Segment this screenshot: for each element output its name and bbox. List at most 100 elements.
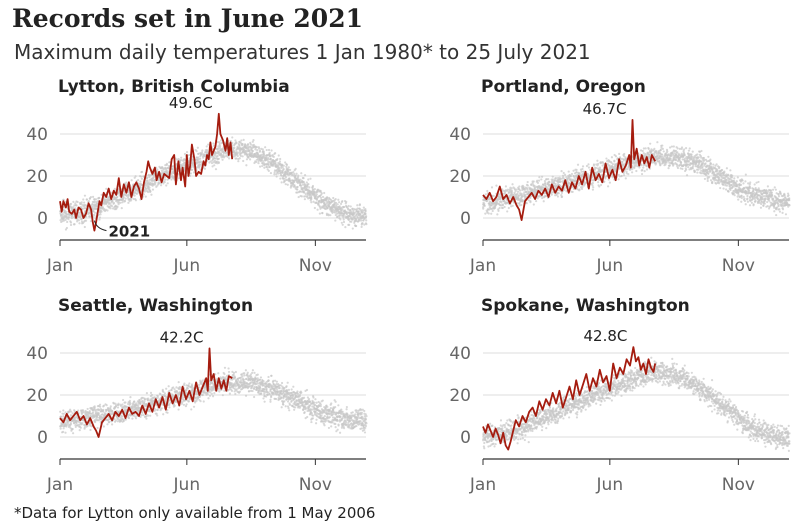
history-dot [672, 145, 675, 148]
history-dot [97, 196, 101, 200]
history-dot [613, 160, 616, 163]
history-dot [522, 185, 525, 188]
history-dot [121, 398, 125, 402]
history-dot [106, 423, 109, 426]
history-dot [341, 223, 344, 226]
history-dot [687, 165, 690, 169]
history-dot [544, 178, 548, 181]
history-dot [247, 143, 250, 146]
history-dot [69, 423, 73, 426]
history-dot [707, 172, 710, 175]
history-dot [321, 195, 325, 199]
history-dot [779, 192, 782, 195]
history-dot [753, 183, 756, 186]
history-dot [757, 180, 760, 184]
history-dot [241, 155, 244, 158]
history-dot [75, 208, 78, 211]
history-dot [65, 210, 68, 213]
history-dot [490, 186, 494, 189]
history-dot [554, 182, 557, 186]
history-dot [765, 192, 769, 195]
history-dot [80, 201, 83, 204]
chart-subtitle: Maximum daily temperatures 1 Jan 1980* t… [14, 40, 591, 64]
panel-title: Lytton, British Columbia [58, 77, 290, 97]
history-dot [149, 190, 152, 193]
history-dot [262, 150, 265, 153]
history-dot [261, 148, 264, 151]
history-dot [342, 205, 346, 209]
history-dot [682, 148, 686, 151]
history-dot [364, 212, 367, 215]
history-dot [279, 157, 282, 161]
history-dot [148, 186, 151, 189]
history-dot [661, 147, 664, 150]
history-dot [78, 429, 81, 432]
history-dot [683, 154, 686, 157]
history-dot [323, 191, 326, 195]
history-dot [357, 210, 360, 213]
history-dot [286, 183, 289, 186]
x-tick-label: Jan [469, 256, 496, 276]
history-dot [310, 201, 313, 204]
history-dot [365, 219, 368, 222]
history-dot [718, 166, 721, 169]
history-dot [116, 205, 119, 208]
history-dot [282, 167, 285, 171]
history-dot [93, 420, 96, 423]
history-dot [100, 210, 103, 213]
history-dot [659, 148, 662, 152]
history-dot [275, 158, 279, 162]
history-dot [111, 207, 115, 210]
history-dot [668, 164, 671, 167]
x-tick-label: Nov [722, 256, 755, 276]
history-dot [551, 175, 554, 178]
history-dot [550, 193, 553, 196]
history-dot [255, 146, 259, 149]
history-dot [361, 222, 364, 225]
history-dot [645, 165, 649, 168]
history-dot [347, 204, 350, 208]
history-dot [561, 174, 565, 177]
history-dot [697, 168, 700, 171]
history-dot [81, 207, 84, 210]
history-dot [356, 204, 359, 207]
history-dot [82, 198, 85, 201]
history-dot [105, 404, 108, 407]
history-dot [611, 163, 614, 166]
history-dot [483, 202, 486, 205]
history-dot [83, 427, 86, 430]
history-dot [540, 178, 543, 181]
history-dot [337, 198, 340, 201]
history-dot [530, 188, 534, 191]
history-dot [274, 161, 277, 164]
history-dot [247, 156, 250, 159]
history-dot [295, 186, 299, 189]
history-dot [128, 399, 131, 402]
history-dot [316, 208, 319, 211]
history-dot [532, 180, 535, 183]
history-dot [64, 431, 67, 434]
history-dot [787, 194, 790, 197]
history-dot [661, 153, 664, 156]
history-dot [662, 150, 665, 153]
history-dot [321, 212, 324, 215]
history-dot [340, 221, 343, 224]
history-dot [517, 196, 520, 200]
history-dot [538, 176, 541, 179]
history-dot [89, 220, 93, 223]
history-dot [231, 136, 234, 139]
history-dot [775, 213, 778, 217]
history-dot [746, 194, 749, 198]
history-dot [116, 195, 119, 198]
history-dot [608, 181, 611, 184]
history-dot [664, 163, 667, 166]
history-dot [665, 148, 669, 151]
history-dot [725, 188, 728, 191]
history-dot [334, 219, 337, 222]
history-dot [609, 160, 612, 164]
history-dot [76, 200, 79, 204]
history-dot [272, 155, 275, 159]
history-dot [292, 171, 295, 174]
history-dot [618, 156, 622, 159]
history-dot [278, 160, 282, 163]
